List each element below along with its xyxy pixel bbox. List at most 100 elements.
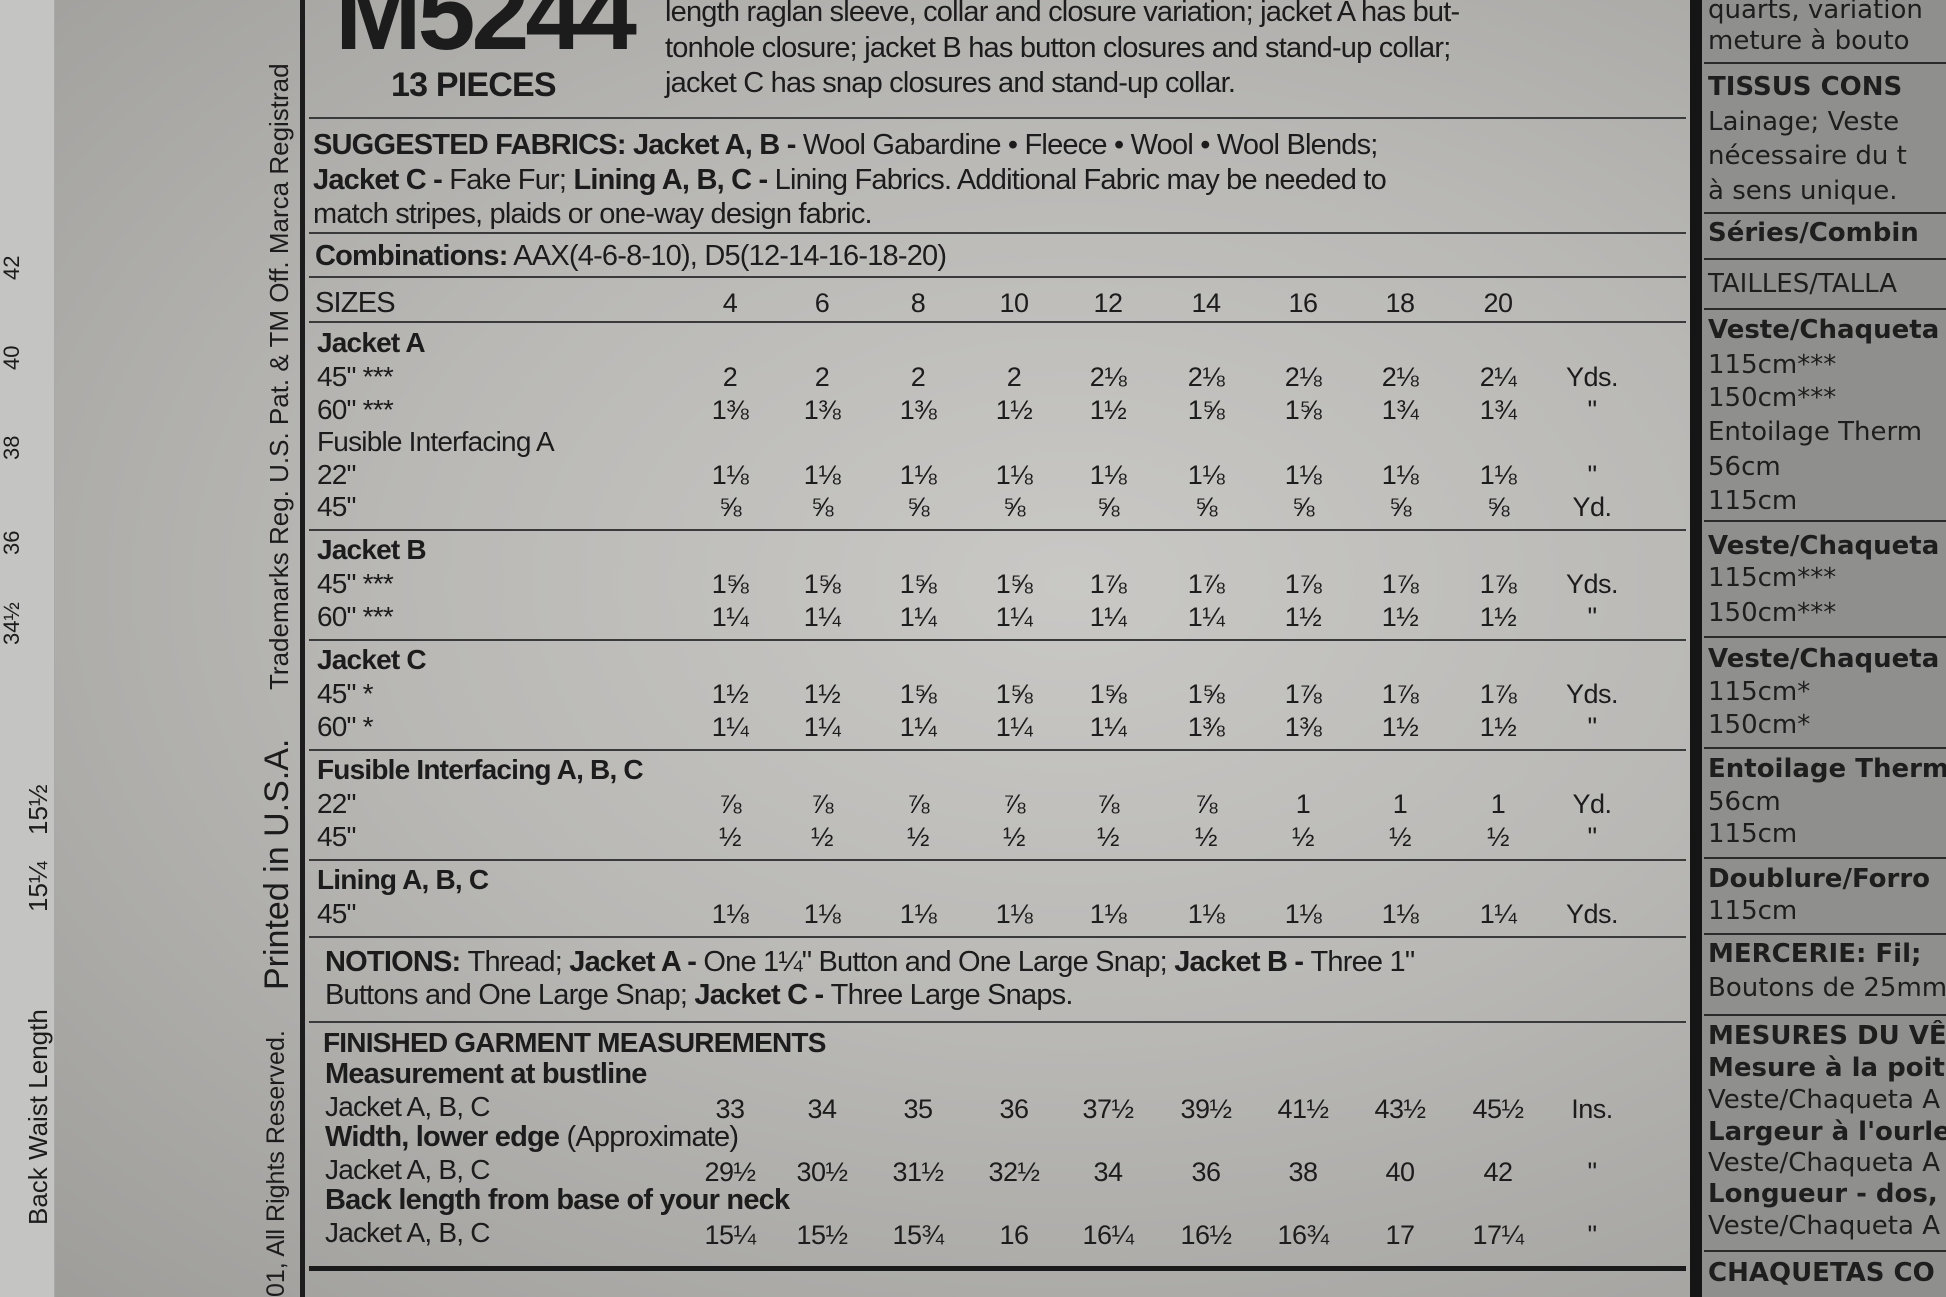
cell-value: 1⅛ [1284, 459, 1322, 490]
cell-value: 1⅜ [1187, 711, 1225, 742]
cell-value: 1⅛ [803, 459, 841, 490]
cell-value: ⅝ [1486, 492, 1510, 522]
cell-value: 2 [910, 362, 926, 392]
cell-value: ⅝ [1388, 492, 1412, 522]
row-label: 45" [317, 820, 356, 852]
text-segment: Jacket C - [313, 164, 450, 196]
row-label: 45" [317, 491, 356, 522]
cell-value: 2 [814, 362, 830, 392]
row-label: Jacket A, B, C [325, 1154, 490, 1185]
french-text-line: MERCERIE: Fil; [1708, 939, 1922, 969]
cell-value: 2⅛ [1381, 362, 1419, 392]
cell-value: 6 [814, 288, 830, 318]
notions-line: NOTIONS: Thread; Jacket A - One 1¼" Butt… [325, 946, 1415, 978]
cell-value: 2⅛ [1284, 362, 1322, 392]
cell-value: 1⅜ [1284, 711, 1322, 742]
cell-value: 16 [999, 1220, 1029, 1250]
french-text-line: 115cm*** [1708, 350, 1837, 380]
cell-value: 45½ [1472, 1094, 1524, 1124]
cell-value: 15¾ [892, 1220, 944, 1250]
text-segment: One 1¼" Button and One Large Snap; [703, 946, 1175, 978]
text-segment: Lining Fabrics. Additional Fabric may be… [774, 164, 1387, 196]
unit-label: Yd. [1572, 492, 1612, 522]
unit-label: Yds. [1565, 899, 1619, 929]
french-text-line: MESURES DU VÊ [1708, 1021, 1946, 1051]
section-title: FINISHED GARMENT MEASUREMENTS [323, 1027, 826, 1058]
upper-measurement-value: 36 [0, 530, 24, 555]
french-text-line: meture à bouto [1708, 26, 1910, 56]
french-text-line: 150cm* [1708, 710, 1811, 740]
cell-value: 42 [1483, 1157, 1513, 1187]
divider [309, 1021, 1686, 1023]
cell-value: 37½ [1082, 1094, 1134, 1124]
text-segment: Jacket A - [569, 946, 704, 978]
cell-value: 43½ [1374, 1094, 1426, 1124]
text-segment: Lining A, B, C - [573, 164, 775, 196]
row-label: 60" *** [317, 600, 394, 632]
cell-value: 16¾ [1277, 1220, 1329, 1250]
cell-value: 34 [1093, 1157, 1123, 1187]
cell-value: ⅝ [1291, 492, 1315, 522]
cell-value: 2 [1006, 362, 1022, 392]
french-text-line: 115cm*** [1708, 563, 1837, 593]
cell-value: 1⅜ [803, 394, 841, 425]
cell-value: ⅝ [1096, 492, 1120, 522]
cell-value: 1¼ [1187, 601, 1225, 632]
divider [1704, 1014, 1946, 1016]
cell-value: 1⅛ [1187, 459, 1225, 490]
text-segment: Fake Fur; [449, 164, 574, 196]
fabric-requirements-panel: M5244 13 PIECES length raglan sleeve, co… [305, 0, 1690, 1297]
back-waist-value: 15½ [23, 784, 53, 835]
french-text-line: Largeur à l'ourle [1708, 1117, 1946, 1147]
row-label: 22" [317, 458, 356, 490]
text-segment: NOTIONS: [325, 946, 468, 978]
divider [1704, 520, 1946, 522]
unit-label: Ins. [1571, 1094, 1613, 1124]
cell-value: 1⅛ [1381, 899, 1419, 929]
french-text-line: 115cm [1708, 896, 1798, 926]
divider [309, 749, 1686, 751]
measurement-heading: Measurement at bustline [325, 1058, 647, 1090]
divider [1704, 933, 1946, 935]
cell-value: 1⅝ [1284, 394, 1322, 425]
cell-value: 1¼ [899, 711, 937, 742]
cell-value: 1⅛ [711, 899, 749, 929]
french-text-line: Lainage; Veste [1708, 107, 1900, 137]
upper-measurement-value: 34½ [0, 602, 24, 645]
cell-value: 1¼ [1479, 899, 1517, 929]
text-segment: match stripes, plaids or one-way design … [313, 198, 873, 230]
cell-value: 1⅜ [899, 394, 937, 425]
unit-label: " [1587, 1220, 1597, 1250]
cell-value: 1⅞ [1479, 679, 1517, 709]
french-text-line: Mesure à la poit [1708, 1053, 1945, 1083]
cell-value: 2 [722, 362, 738, 392]
cell-value: 15¼ [704, 1220, 756, 1250]
unit-label: " [1587, 601, 1597, 632]
cell-value: ⅝ [1194, 492, 1218, 522]
cell-value: 16 [1288, 288, 1318, 318]
cell-value: 1¾ [1381, 394, 1419, 425]
cell-value: 1⅝ [711, 569, 749, 599]
cell-value: 1¾ [1479, 394, 1517, 425]
french-text-line: nécessaire du t [1708, 141, 1907, 171]
divider [1704, 62, 1946, 64]
cell-value: ½ [1388, 821, 1412, 852]
divider [309, 276, 1686, 278]
french-text-line: quarts, variation [1708, 0, 1923, 25]
cell-value: 1⅛ [995, 899, 1033, 929]
text-segment: Thread; [467, 946, 570, 978]
french-spanish-panel: quarts, variation meture à bouto TISSUS CO… [1690, 0, 1946, 1297]
row-label: 45" *** [317, 568, 394, 599]
cell-value: 16½ [1180, 1220, 1232, 1250]
cell-value: 1⅞ [1284, 569, 1322, 599]
cell-value: ⅝ [718, 492, 742, 522]
unit-label: Yds. [1565, 362, 1619, 392]
french-text-line: 56cm [1708, 787, 1781, 817]
text-segment: SUGGESTED FABRICS: [313, 129, 633, 161]
row-label: 60" * [317, 710, 374, 742]
french-text-line: Veste/Chaqueta [1708, 531, 1940, 561]
cell-value: 1⅛ [1089, 899, 1127, 929]
combinations-value: AAX(4-6-8-10), D5(12-14-16-18-20) [507, 240, 947, 272]
cell-value: 16¼ [1082, 1220, 1134, 1250]
text-segment: Jacket A, B - [632, 129, 803, 161]
